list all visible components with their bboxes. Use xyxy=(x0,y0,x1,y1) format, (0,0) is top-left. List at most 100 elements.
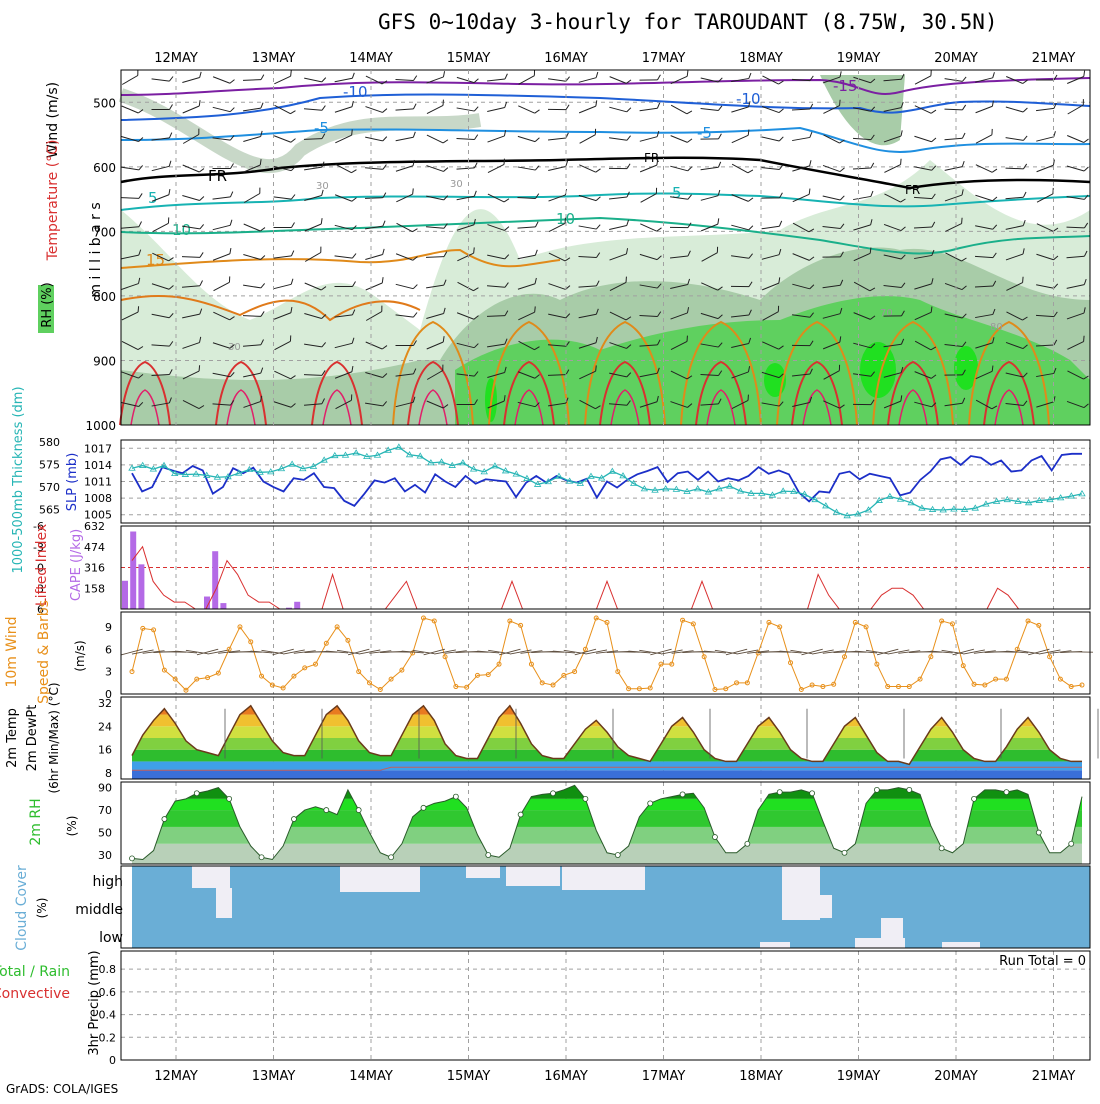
wind-barb-feather xyxy=(594,100,599,106)
chart-title: GFS 0~10day 3-hourly for TAROUDANT (8.75… xyxy=(378,10,998,34)
wind-barb-feather xyxy=(261,75,264,80)
wind-barb-feather xyxy=(992,168,997,174)
wind-barb-feather xyxy=(230,79,235,85)
wind-barb xyxy=(1005,192,1026,199)
wind-barb-feather xyxy=(352,253,356,258)
wind-barb-staff xyxy=(1006,168,1024,169)
wind-barb-staff xyxy=(182,257,200,258)
cape-bar xyxy=(294,602,300,609)
wind-barb-feather xyxy=(167,189,172,195)
wind-barb-staff xyxy=(579,226,597,229)
wind-barb xyxy=(212,192,233,200)
wind-barb-feather xyxy=(748,73,752,78)
wind-barb xyxy=(425,100,446,114)
wind-barb-feather xyxy=(535,137,539,143)
wind-barb xyxy=(274,192,295,200)
rh-marker xyxy=(777,790,782,795)
temp-band xyxy=(132,697,1082,715)
wind-barb xyxy=(334,73,356,82)
rh-unit-label: (%) xyxy=(65,816,79,837)
slp-tick-label: 1014 xyxy=(84,459,112,472)
rh-marker xyxy=(194,791,199,796)
wind-barb-staff xyxy=(609,107,626,112)
wind-barb-staff xyxy=(914,136,931,142)
cloud-level-label: high xyxy=(92,874,123,890)
slp-tick-label: 1008 xyxy=(84,492,112,505)
wind-barb-feather xyxy=(962,133,965,138)
cloud-level-label: middle xyxy=(75,902,123,918)
rh-marker xyxy=(842,850,847,855)
wind-barb-staff xyxy=(243,285,261,288)
wind-barb-staff xyxy=(274,284,291,288)
wind-barb-staff xyxy=(335,256,353,258)
cape-tick-label: 158 xyxy=(84,582,105,595)
rh-marker xyxy=(453,794,458,799)
wind-barb-staff xyxy=(701,109,719,111)
wind10m-axis-label: 10m Wind xyxy=(4,616,20,687)
wind-barb-feather xyxy=(1082,71,1087,77)
wind-barb xyxy=(944,161,966,170)
wind-barb-staff xyxy=(182,78,199,83)
wind-barb-feather xyxy=(626,220,630,226)
temp-band xyxy=(132,750,1082,762)
wind-barb-staff xyxy=(182,196,199,201)
wind-barb xyxy=(182,191,204,202)
wind-barb xyxy=(394,188,415,201)
wind-barb-staff xyxy=(1067,135,1084,142)
wind-barb xyxy=(914,131,936,142)
wind-barb xyxy=(273,279,295,289)
date-label-top: 12MAY xyxy=(154,51,198,66)
wind-barb xyxy=(272,70,293,83)
wind-barb xyxy=(1035,188,1056,202)
rh-marker xyxy=(648,801,653,806)
wind-barb xyxy=(518,101,539,114)
temp2m-axis-label: 2m Temp xyxy=(5,708,20,768)
cloud-gap xyxy=(562,866,645,890)
wind-barb-feather xyxy=(444,167,448,173)
wind-barb xyxy=(732,160,753,175)
pressure-axis-label: m i l l i b a r s xyxy=(88,202,104,297)
wind-barb-staff xyxy=(1036,108,1054,110)
wind-barb-feather xyxy=(961,161,965,167)
rh-marker xyxy=(291,817,296,822)
upper-air-panel: -15-10-5FR51015-10-5FRFR5103030307080500… xyxy=(85,70,1090,433)
wind-barb-staff xyxy=(304,78,322,82)
cloud-level-label: low xyxy=(99,930,123,946)
rh-marker xyxy=(972,796,977,801)
wind-barb-staff xyxy=(823,196,841,200)
wind-barb xyxy=(1006,72,1027,85)
wind-barb-feather xyxy=(227,276,232,282)
wind-barb-feather xyxy=(596,224,600,229)
wind-barb-staff xyxy=(976,165,992,173)
wind-barb-staff xyxy=(213,225,230,229)
wind-barb-feather xyxy=(929,70,934,76)
wind-barb-staff xyxy=(426,257,444,258)
cloud-gap xyxy=(506,866,560,886)
wind-barb xyxy=(517,222,538,228)
wind-barb-staff xyxy=(365,198,383,199)
wind-barb xyxy=(518,162,540,171)
wind-barb-staff xyxy=(579,78,596,83)
wind-barb-feather xyxy=(932,137,936,143)
cape-tick-label: 316 xyxy=(84,562,105,575)
temp-band xyxy=(132,761,1082,770)
wind-barb xyxy=(395,132,417,141)
wind-barb xyxy=(274,223,295,228)
wind-barb-feather xyxy=(1023,192,1026,197)
wind-barb-staff xyxy=(1037,165,1054,171)
thickness-tick-label: 580 xyxy=(39,436,60,449)
rh-label: 30 xyxy=(450,179,463,190)
wind-barb-feather xyxy=(474,134,477,139)
wind-barb-feather xyxy=(411,188,416,194)
rh-marker xyxy=(1036,830,1041,835)
wind-barb-feather xyxy=(412,227,417,233)
wind-barb-staff xyxy=(610,77,627,84)
wind-barb xyxy=(244,219,265,232)
wind-barb-feather xyxy=(230,192,234,197)
rh-tick-label: 70 xyxy=(98,804,112,817)
wind-barb-staff xyxy=(1006,107,1023,112)
wind-barb-staff xyxy=(548,375,566,376)
wind-barb-feather xyxy=(413,312,417,317)
wind-barb xyxy=(792,74,813,80)
